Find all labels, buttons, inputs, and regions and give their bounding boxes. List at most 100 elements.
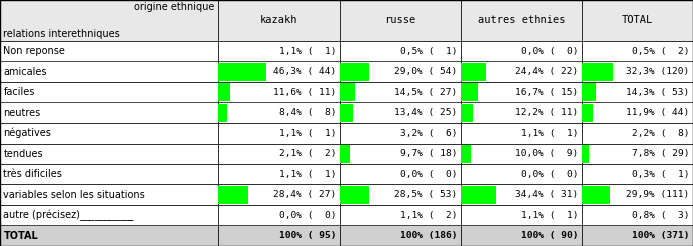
Text: très dificiles: très dificiles: [3, 169, 62, 179]
Text: négatives: négatives: [3, 128, 51, 138]
Text: autre (précisez)___________: autre (précisez)___________: [3, 210, 134, 221]
Bar: [461, 143, 582, 164]
Bar: [340, 123, 461, 143]
Text: 3,2% (  6): 3,2% ( 6): [400, 129, 457, 138]
Text: 14,5% ( 27): 14,5% ( 27): [394, 88, 457, 97]
Bar: [340, 104, 353, 122]
Bar: [461, 184, 582, 205]
Text: TOTAL: TOTAL: [3, 231, 38, 241]
Bar: [340, 164, 461, 184]
Bar: [461, 62, 486, 81]
Text: origine ethnique: origine ethnique: [134, 2, 215, 13]
Text: 12,2% ( 11): 12,2% ( 11): [516, 108, 579, 117]
Text: 29,0% ( 54): 29,0% ( 54): [394, 67, 457, 76]
Bar: [218, 185, 247, 204]
Text: 1,1% (  1): 1,1% ( 1): [279, 129, 336, 138]
Bar: [340, 82, 461, 103]
Text: 29,9% (111): 29,9% (111): [626, 190, 690, 199]
Text: 2,1% (  2): 2,1% ( 2): [279, 149, 336, 158]
Bar: [582, 83, 595, 101]
Bar: [340, 205, 461, 226]
Text: TOTAL: TOTAL: [622, 15, 653, 26]
Bar: [0, 0, 218, 41]
Bar: [461, 104, 473, 122]
Bar: [340, 144, 349, 163]
Text: 13,4% ( 25): 13,4% ( 25): [394, 108, 457, 117]
Bar: [461, 83, 478, 101]
Text: variables selon les situations: variables selon les situations: [3, 190, 146, 200]
Bar: [0, 226, 218, 246]
Bar: [582, 226, 693, 246]
Bar: [218, 164, 340, 184]
Bar: [582, 62, 693, 82]
Text: 0,5% (  1): 0,5% ( 1): [400, 47, 457, 56]
Bar: [340, 184, 461, 205]
Text: russe: russe: [385, 15, 416, 26]
Bar: [461, 62, 582, 82]
Bar: [0, 164, 218, 184]
Text: relations interethniques: relations interethniques: [3, 29, 120, 39]
Bar: [461, 41, 582, 62]
Bar: [461, 185, 496, 204]
Bar: [582, 41, 693, 62]
Text: 32,3% (120): 32,3% (120): [626, 67, 690, 76]
Text: 9,7% ( 18): 9,7% ( 18): [400, 149, 457, 158]
Text: 1,1% (  1): 1,1% ( 1): [279, 47, 336, 56]
Text: 0,8% (  3): 0,8% ( 3): [632, 211, 690, 220]
Text: autres ethnies: autres ethnies: [477, 15, 565, 26]
Bar: [582, 184, 693, 205]
Bar: [582, 123, 693, 143]
Text: 34,4% ( 31): 34,4% ( 31): [516, 190, 579, 199]
Text: 0,0% (  0): 0,0% ( 0): [400, 170, 457, 179]
Text: 0,3% (  1): 0,3% ( 1): [632, 170, 690, 179]
Text: 100% ( 90): 100% ( 90): [521, 231, 579, 240]
Bar: [0, 205, 218, 226]
Bar: [218, 41, 340, 62]
Text: 28,4% ( 27): 28,4% ( 27): [273, 190, 336, 199]
Bar: [218, 103, 340, 123]
Text: 0,0% (  0): 0,0% ( 0): [521, 170, 579, 179]
Text: 14,3% ( 53): 14,3% ( 53): [626, 88, 690, 97]
Bar: [582, 0, 693, 41]
Bar: [340, 62, 369, 81]
Text: 46,3% ( 44): 46,3% ( 44): [273, 67, 336, 76]
Bar: [218, 83, 230, 101]
Bar: [461, 164, 582, 184]
Bar: [340, 62, 461, 82]
Bar: [0, 41, 218, 62]
Text: faciles: faciles: [3, 87, 35, 97]
Bar: [0, 62, 218, 82]
Bar: [218, 62, 340, 82]
Bar: [218, 143, 340, 164]
Bar: [582, 185, 611, 204]
Text: 0,0% (  0): 0,0% ( 0): [279, 211, 336, 220]
Bar: [340, 83, 355, 101]
Text: 16,7% ( 15): 16,7% ( 15): [516, 88, 579, 97]
Bar: [340, 226, 461, 246]
Bar: [582, 164, 693, 184]
Text: 1,1% (  1): 1,1% ( 1): [279, 170, 336, 179]
Bar: [0, 103, 218, 123]
Bar: [340, 185, 369, 204]
Text: 24,4% ( 22): 24,4% ( 22): [516, 67, 579, 76]
Text: 0,5% (  2): 0,5% ( 2): [632, 47, 690, 56]
Bar: [340, 41, 461, 62]
Bar: [340, 103, 461, 123]
Text: 1,1% (  2): 1,1% ( 2): [400, 211, 457, 220]
Text: amicales: amicales: [3, 67, 47, 77]
Bar: [582, 103, 693, 123]
Text: 8,4% (  8): 8,4% ( 8): [279, 108, 336, 117]
Text: 7,8% ( 29): 7,8% ( 29): [632, 149, 690, 158]
Bar: [582, 82, 693, 103]
Bar: [461, 205, 582, 226]
Bar: [582, 143, 693, 164]
Text: 0,0% (  0): 0,0% ( 0): [521, 47, 579, 56]
Bar: [0, 184, 218, 205]
Bar: [218, 205, 340, 226]
Bar: [218, 184, 340, 205]
Text: 100% ( 95): 100% ( 95): [279, 231, 336, 240]
Text: 11,6% ( 11): 11,6% ( 11): [273, 88, 336, 97]
Bar: [340, 0, 461, 41]
Bar: [340, 143, 461, 164]
Text: tendues: tendues: [3, 149, 43, 159]
